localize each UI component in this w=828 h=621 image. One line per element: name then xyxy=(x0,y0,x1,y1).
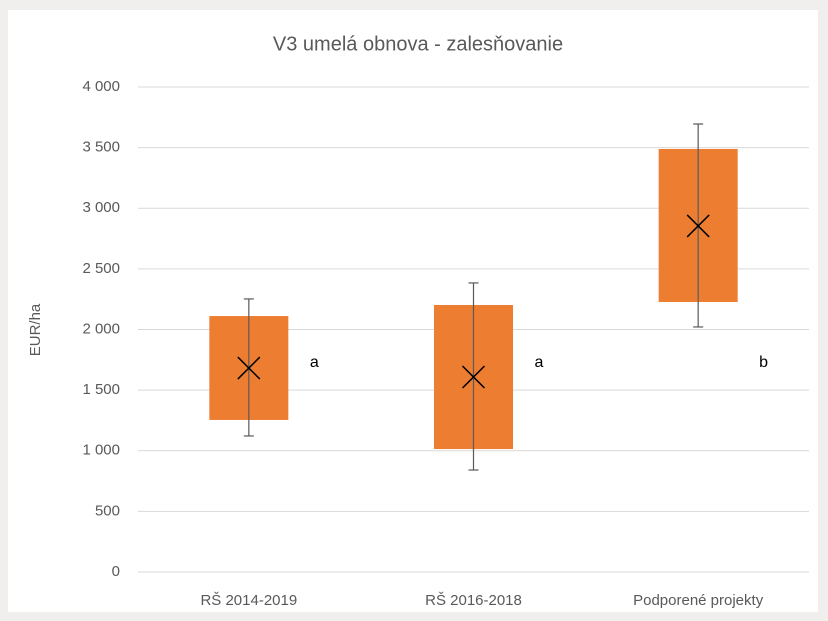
chart-title: V3 umelá obnova - zalesňovanie xyxy=(273,33,563,55)
x-tick-label: RŠ 2014-2019 xyxy=(200,592,297,609)
y-tick-label: 2 000 xyxy=(82,320,120,337)
x-tick-label: Podporené projekty xyxy=(633,592,764,609)
annotation: a xyxy=(535,354,544,371)
mean-marker xyxy=(686,214,710,238)
mean-marker xyxy=(237,356,261,380)
chart-area xyxy=(8,10,818,612)
annotation: a xyxy=(310,354,319,371)
y-tick-label: 1 000 xyxy=(82,442,120,459)
y-tick-label: 3 000 xyxy=(82,199,120,216)
x-tick-label: RŠ 2016-2018 xyxy=(425,592,522,609)
annotation: b xyxy=(759,354,768,371)
y-axis-label: EUR/ha xyxy=(27,303,44,356)
y-tick-label: 2 500 xyxy=(82,260,120,277)
mean-marker xyxy=(461,365,486,389)
y-tick-label: 500 xyxy=(95,502,120,519)
y-tick-label: 4 000 xyxy=(82,78,120,95)
y-tick-label: 3 500 xyxy=(82,139,120,156)
y-tick-label: 1 500 xyxy=(82,381,120,398)
y-tick-label: 0 xyxy=(112,563,120,580)
